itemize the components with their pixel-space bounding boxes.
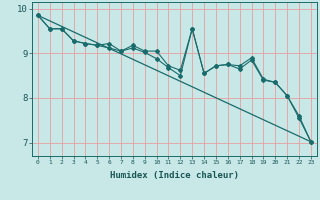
- X-axis label: Humidex (Indice chaleur): Humidex (Indice chaleur): [110, 171, 239, 180]
